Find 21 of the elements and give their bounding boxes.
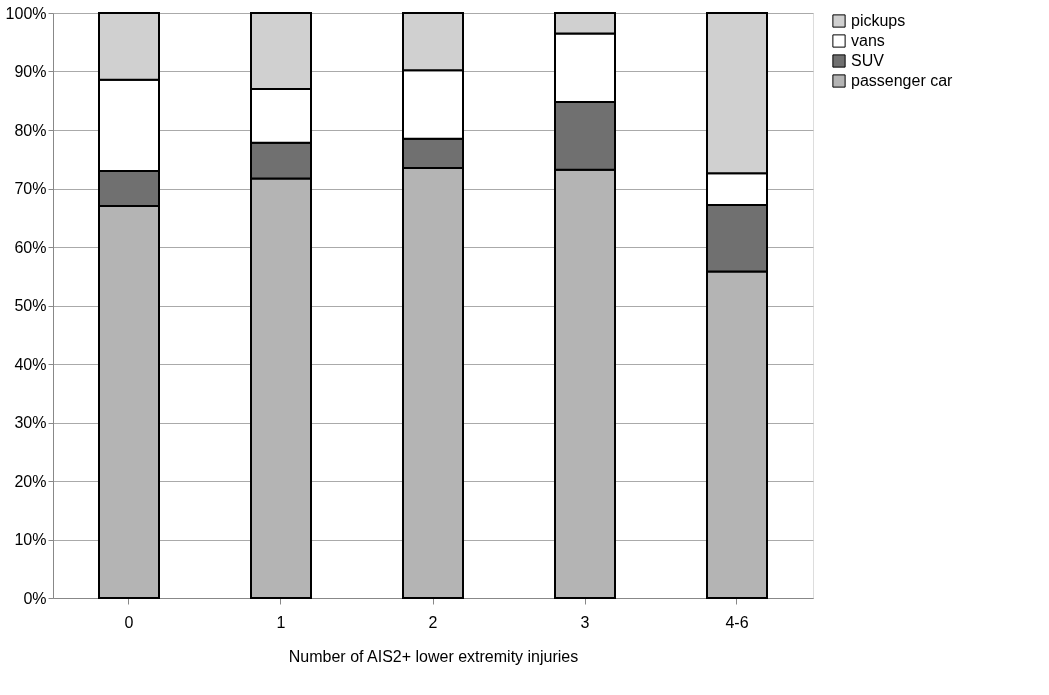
y-tick-label: 80% bbox=[14, 121, 47, 139]
legend-label: SUV bbox=[851, 52, 885, 69]
x-tick-label: 2 bbox=[428, 613, 438, 631]
y-tick-label: 90% bbox=[14, 63, 47, 80]
y-tick-label: 30% bbox=[14, 414, 47, 431]
y-tick-label: 10% bbox=[14, 531, 47, 548]
x-tick-label: 3 bbox=[580, 613, 590, 631]
legend-label: pickups bbox=[851, 12, 906, 29]
x-tick-label: 0 bbox=[124, 613, 134, 631]
x-axis-title: Number of AIS2+ lower extremity injuries bbox=[288, 647, 579, 665]
y-tick-label: 60% bbox=[14, 238, 47, 256]
y-tick-label: 20% bbox=[14, 472, 47, 490]
legend-label: passenger car bbox=[851, 72, 954, 89]
y-tick-label: 0% bbox=[23, 589, 47, 607]
y-tick-label: 70% bbox=[14, 180, 47, 197]
y-tick-label: 40% bbox=[14, 355, 47, 373]
legend-label: vans bbox=[851, 32, 885, 49]
y-tick-label: 50% bbox=[14, 297, 47, 314]
y-tick-label: 100% bbox=[5, 4, 47, 22]
x-tick-label: 1 bbox=[276, 613, 286, 631]
x-tick-label: 4-6 bbox=[725, 613, 749, 631]
